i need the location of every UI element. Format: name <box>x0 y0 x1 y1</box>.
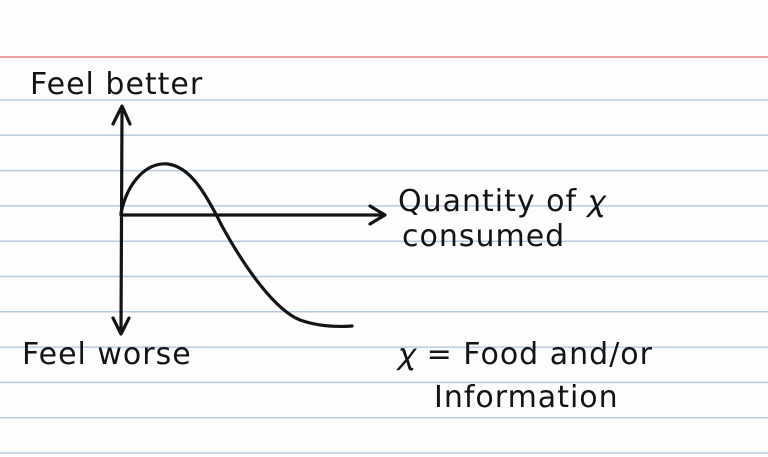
x-axis-label-line1: Quantity of 𝜒 <box>398 184 606 219</box>
y-axis-up-arrow <box>111 104 132 126</box>
x-axis-arrow <box>368 204 387 226</box>
blue-rule-lines <box>0 99 768 454</box>
definition-note-line1: 𝜒 = Food and/or <box>398 337 653 372</box>
x-axis-label-line2: consumed <box>402 219 566 254</box>
response-curve <box>119 162 354 329</box>
y-axis-negative-label: Feel worse <box>22 337 192 372</box>
y-axis-positive-label: Feel better <box>30 67 204 102</box>
y-axis-down-arrow <box>111 316 131 336</box>
y-axis-line <box>119 110 124 332</box>
definition-note-line2: Information <box>434 380 619 415</box>
